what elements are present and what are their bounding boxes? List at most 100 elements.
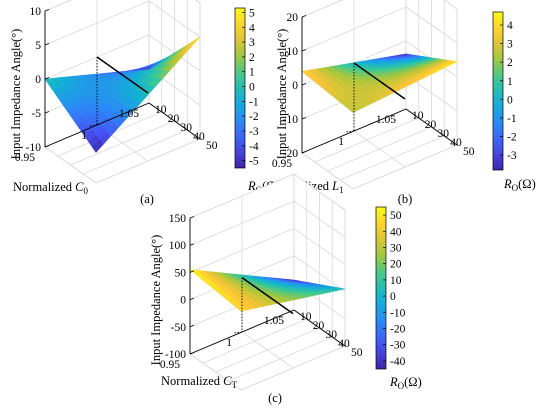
z-tick [301, 151, 307, 154]
surface-patch [333, 287, 346, 291]
colorbar-tick-label: -4 [249, 141, 259, 153]
r-tick-label: 10 [300, 311, 312, 323]
colorbar-tick-label: 4 [249, 22, 255, 34]
colorbar [375, 206, 387, 370]
z-tick-label: 50 [175, 267, 187, 279]
z-tick-label: -10 [26, 142, 42, 154]
z-tick [44, 43, 50, 46]
z-tick [44, 9, 50, 12]
colorbar-tick-label: -40 [390, 356, 406, 368]
z-axis-label: Input Impedance Angle(°) [275, 29, 289, 160]
colorbar-tick-label: 40 [390, 226, 402, 238]
colorbar-tick-label: 0 [390, 291, 396, 303]
r-tick-label: 30 [181, 122, 193, 134]
z-tick [189, 243, 195, 246]
colorbar-tick-label: 0 [507, 94, 513, 106]
r-axis-line [293, 309, 346, 347]
z-tick-label: -50 [171, 322, 187, 334]
x-tick-label: 1.05 [264, 315, 284, 327]
colorbar-tick-label: -20 [390, 324, 406, 336]
colorbar-tick-label: 3 [507, 39, 513, 51]
r-tick-label: 50 [206, 140, 218, 152]
colorbar-tick-label: -5 [249, 156, 259, 168]
colorbar-tick-label: 50 [390, 210, 402, 222]
x-tick-label: 1 [81, 130, 87, 142]
r-axis-label: RO(Ω) [389, 375, 422, 391]
r-tick-label: 30 [326, 329, 338, 341]
z-tick-label: 20 [287, 12, 299, 24]
r-tick-label: 20 [168, 113, 180, 125]
z-tick-label: 0 [180, 295, 186, 307]
z-tick [301, 15, 307, 18]
r-tick-label: 50 [351, 347, 363, 359]
z-axis-label: Input Impedance Angle(°) [9, 29, 23, 160]
x-tick-label: 1.05 [119, 108, 139, 120]
highlight-line [241, 276, 294, 315]
panel-tag-a: (a) [140, 192, 154, 206]
z-tick-label: 10 [30, 6, 42, 18]
z-tick [301, 83, 307, 86]
x-axis-label: Normalized C0 [13, 180, 88, 196]
x-tick-label: 0.95 [160, 359, 180, 371]
colorbar-tick-label: 1 [249, 67, 255, 79]
panel-tag-b: (b) [398, 192, 413, 206]
z-tick-label: 150 [169, 213, 187, 225]
x-tick-label: 0.95 [15, 152, 35, 164]
surface-patch [188, 36, 201, 48]
z-tick-label: 5 [35, 40, 41, 52]
z-tick [44, 111, 50, 114]
colorbar-tick-label: -1 [507, 113, 517, 125]
x-axis-label: Normalized CT [161, 374, 237, 390]
z-tick [189, 297, 195, 300]
r-tick-label: 40 [338, 338, 350, 350]
r-tick-label: 50 [463, 146, 475, 158]
colorbar-tick-label: -30 [390, 340, 406, 352]
z-tick-label: 0 [35, 74, 41, 86]
colorbar-tick-label: -3 [249, 126, 259, 138]
panel-tag-c: (c) [268, 391, 282, 405]
colorbar-tick-label: 0 [249, 82, 255, 94]
colorbar-tick-label: 4 [507, 20, 513, 32]
x-axis-line [189, 309, 295, 355]
z-tick [189, 352, 195, 355]
highlight-line [96, 56, 149, 94]
r-axis-line [405, 108, 458, 146]
x-tick-label: 0.95 [272, 158, 292, 170]
colorbar-tick-label: -3 [507, 150, 517, 162]
z-tick [189, 324, 195, 328]
colorbar-tick-label: -10 [390, 307, 406, 319]
colorbar-tick-label: 5 [249, 7, 255, 19]
colorbar-tick-label: -2 [507, 132, 517, 144]
r-axis-line [148, 102, 201, 140]
z-tick-label: -10 [283, 114, 299, 126]
z-tick [189, 270, 195, 273]
colorbar-tick-label: 20 [390, 259, 402, 271]
r-tick-label: 40 [450, 137, 462, 149]
colorbar-tick-label: 3 [249, 37, 255, 49]
x-axis-line [301, 108, 407, 154]
r-tick-label: 20 [313, 320, 325, 332]
x-tick-label: 1 [338, 136, 344, 148]
highlight-line [353, 62, 406, 100]
r-axis-label: RO(Ω) [503, 177, 536, 193]
z-tick [44, 145, 50, 148]
colorbar-tick-label: 10 [390, 275, 402, 287]
z-tick [301, 49, 307, 52]
r-tick-label: 10 [155, 104, 167, 116]
z-tick [44, 77, 50, 80]
colorbar-tick-label: -1 [249, 96, 259, 108]
x-axis-line [44, 102, 150, 148]
colorbar-tick-label: 1 [507, 76, 513, 88]
z-axis-label: Input Impedance Angle(°) [149, 235, 163, 366]
x-tick-label: 1 [226, 337, 232, 349]
surface [189, 269, 346, 312]
surface-patch [444, 60, 458, 66]
x-tick-label: 1.05 [376, 114, 396, 126]
z-tick-label: -100 [165, 349, 186, 361]
colorbar [234, 7, 246, 169]
r-tick-label: 40 [193, 131, 205, 143]
z-tick [189, 216, 195, 219]
